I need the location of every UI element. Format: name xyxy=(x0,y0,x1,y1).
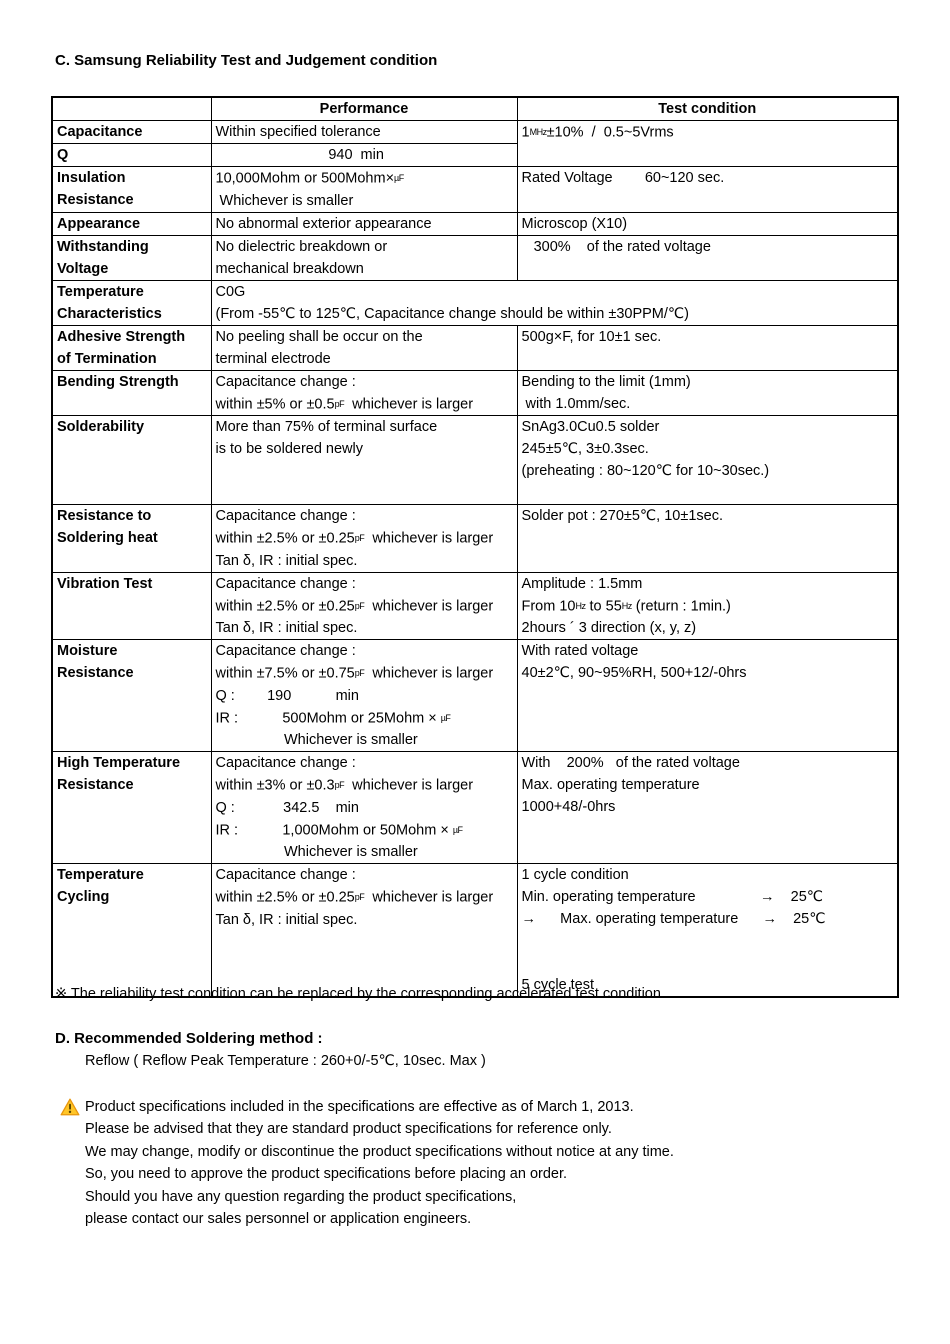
insulation-label: Insulation Resistance xyxy=(51,166,212,213)
disclaimer-line: We may change, modify or discontinue the… xyxy=(85,1143,674,1160)
soldering-heat-test-condition: Solder pot : 270±5℃, 10±1sec. xyxy=(516,504,899,573)
bending-label: Bending Strength xyxy=(51,369,212,416)
header-test-condition: Test condition xyxy=(516,96,899,121)
section-c-title: C. Samsung Reliability Test and Judgemen… xyxy=(55,52,438,69)
temp-cycling-performance: Capacitance change : within ±2.5% or ±0.… xyxy=(210,863,518,998)
row-moisture-resistance: Moisture Resistance Capacitance change :… xyxy=(51,639,899,752)
temp-cycling-label: Temperature Cycling xyxy=(51,863,212,998)
row-withstanding-voltage: Withstanding Voltage No dielectric break… xyxy=(51,234,899,281)
q-performance: 940 min xyxy=(210,143,518,167)
row-temperature-cycling: Temperature Cycling Capacitance change :… xyxy=(51,863,899,998)
capacitance-performance: Within specified tolerance xyxy=(210,120,518,144)
row-temperature-characteristics: Temperature Characteristics C0G (From -5… xyxy=(51,279,899,326)
row-vibration-test: Vibration Test Capacitance change : with… xyxy=(51,571,899,640)
solderability-test-condition: SnAg3.0Cu0.5 solder 245±5℃, 3±0.3sec. (p… xyxy=(516,415,899,505)
disclaimer-line: Should you have any question regarding t… xyxy=(85,1188,517,1205)
vibration-test-condition: Amplitude : 1.5mm From 10Hz to 55Hz (ret… xyxy=(516,571,899,640)
row-bending-strength: Bending Strength Capacitance change : wi… xyxy=(51,369,899,416)
disclaimer-line: please contact our sales personnel or ap… xyxy=(85,1211,472,1228)
moisture-performance: Capacitance change : within ±7.5% or ±0.… xyxy=(210,639,518,752)
header-performance: Performance xyxy=(210,96,518,121)
row-appearance: Appearance No abnormal exterior appearan… xyxy=(51,211,899,236)
disclaimer-block: Product specifications included in the s… xyxy=(85,1096,674,1230)
disclaimer-line: So, you need to approve the product spec… xyxy=(85,1166,568,1183)
warning-icon xyxy=(60,1098,80,1116)
insulation-performance: 10,000Mohm or 500Mohm×µF Whichever is sm… xyxy=(210,166,518,213)
reliability-footnote: ※ The reliability test condition can be … xyxy=(55,986,665,1002)
adhesive-label: Adhesive Strength of Termination xyxy=(51,324,212,371)
capacitance-q-test-condition: 1MHz±10% / 0.5~5Vrms xyxy=(516,120,899,167)
row-solderability: Solderability More than 75% of terminal … xyxy=(51,415,899,505)
row-capacitance: Capacitance Within specified tolerance 1… xyxy=(51,120,899,167)
withstanding-label: Withstanding Voltage xyxy=(51,234,212,281)
solderability-performance: More than 75% of terminal surface is to … xyxy=(210,415,518,505)
appearance-performance: No abnormal exterior appearance xyxy=(210,211,518,236)
moisture-test-condition: With rated voltage 40±2℃, 90~95%RH, 500+… xyxy=(516,639,899,752)
row-adhesive-strength: Adhesive Strength of Termination No peel… xyxy=(51,324,899,371)
insulation-test-condition: Rated Voltage 60~120 sec. xyxy=(516,166,899,213)
solderability-label: Solderability xyxy=(51,415,212,505)
high-temp-label: High Temperature Resistance xyxy=(51,751,212,864)
withstanding-performance: No dielectric breakdown or mechanical br… xyxy=(210,234,518,281)
appearance-test-condition: Microscop (X10) xyxy=(516,211,899,236)
section-d-reflow-line: Reflow ( Reflow Peak Temperature : 260+0… xyxy=(85,1053,486,1069)
temp-cycling-test-condition: 1 cycle condition Min. operating tempera… xyxy=(516,863,899,998)
soldering-heat-label: Resistance to Soldering heat xyxy=(51,504,212,573)
soldering-heat-performance: Capacitance change : within ±2.5% or ±0.… xyxy=(210,504,518,573)
appearance-label: Appearance xyxy=(51,211,212,236)
header-blank-cell xyxy=(51,96,212,121)
adhesive-performance: No peeling shall be occur on the termina… xyxy=(210,324,518,371)
temp-characteristics-combined-cell: C0G (From -55℃ to 125℃, Capacitance chan… xyxy=(210,279,899,326)
table-header-row: Performance Test condition xyxy=(51,96,899,121)
vibration-label: Vibration Test xyxy=(51,571,212,640)
row-resistance-to-soldering-heat: Resistance to Soldering heat Capacitance… xyxy=(51,504,899,573)
high-temp-test-condition: With 200% of the rated voltage Max. oper… xyxy=(516,751,899,864)
bending-test-condition: Bending to the limit (1mm) with 1.0mm/se… xyxy=(516,369,899,416)
moisture-label: Moisture Resistance xyxy=(51,639,212,752)
withstanding-test-condition: 300% of the rated voltage xyxy=(516,234,899,281)
row-insulation-resistance: Insulation Resistance 10,000Mohm or 500M… xyxy=(51,166,899,213)
section-d-title: D. Recommended Soldering method : xyxy=(55,1030,323,1047)
bending-performance: Capacitance change : within ±5% or ±0.5p… xyxy=(210,369,518,416)
high-temp-performance: Capacitance change : within ±3% or ±0.3p… xyxy=(210,751,518,864)
q-label: Q xyxy=(51,143,212,167)
temp-characteristics-label: Temperature Characteristics xyxy=(51,279,212,326)
reliability-test-table: Performance Test condition Capacitance W… xyxy=(51,96,899,998)
vibration-performance: Capacitance change : within ±2.5% or ±0.… xyxy=(210,571,518,640)
adhesive-test-condition: 500g×F, for 10±1 sec. xyxy=(516,324,899,371)
disclaimer-line: Please be advised that they are standard… xyxy=(85,1121,612,1138)
disclaimer-line: Product specifications included in the s… xyxy=(85,1099,634,1115)
capacitance-label: Capacitance xyxy=(51,120,212,144)
row-q: Q 940 min xyxy=(51,143,898,167)
row-high-temperature-resistance: High Temperature Resistance Capacitance … xyxy=(51,751,899,864)
